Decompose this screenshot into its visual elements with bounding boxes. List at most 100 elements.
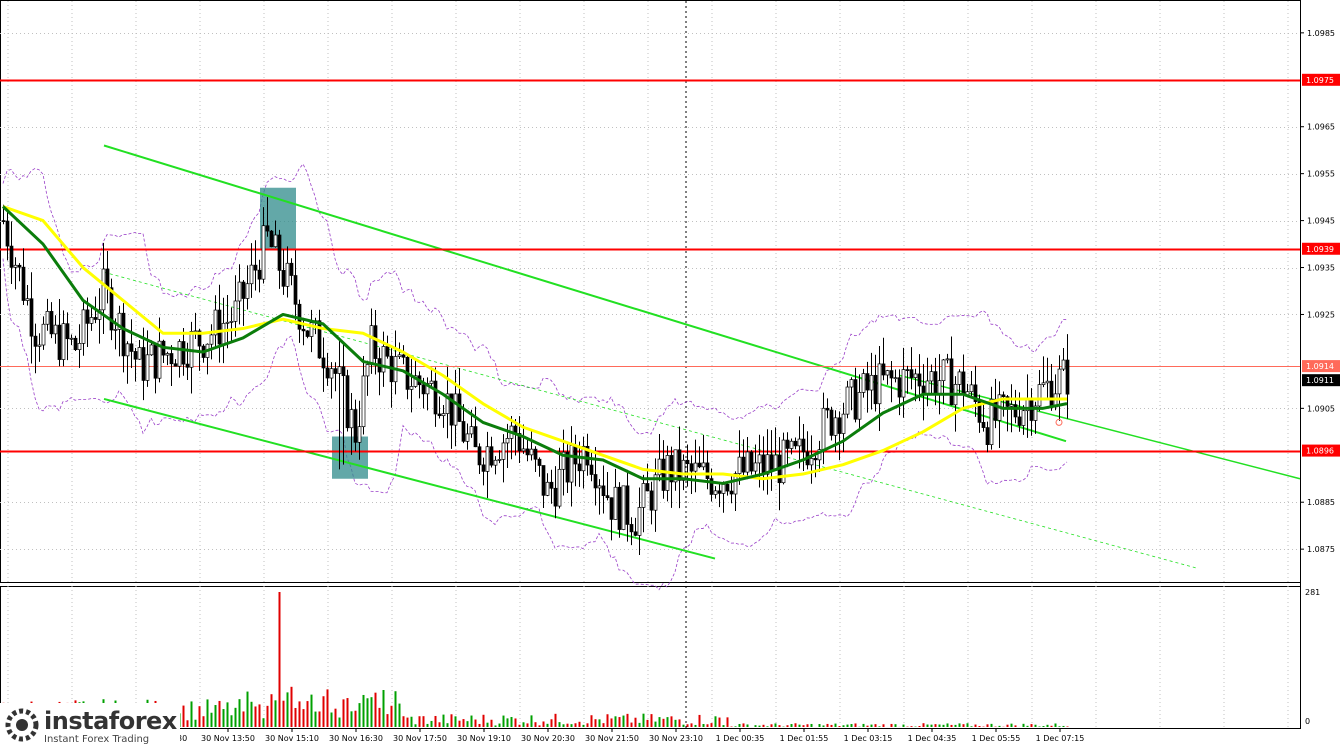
candle-body — [257, 269, 262, 280]
candle-body — [849, 379, 854, 388]
candle-body — [1017, 416, 1022, 426]
candle-body — [885, 370, 890, 376]
candle-body — [65, 323, 70, 340]
candle-body — [889, 370, 894, 379]
price-level-tag — [1302, 242, 1340, 255]
candle-body — [445, 393, 450, 414]
candle-body — [937, 380, 942, 395]
candle-body — [181, 341, 186, 365]
candle-body — [825, 407, 830, 411]
candle-body — [353, 409, 358, 443]
candle-body — [261, 225, 266, 280]
candle-body — [877, 363, 882, 405]
candle-body — [925, 380, 930, 395]
candle-body — [785, 439, 790, 449]
candle-body — [781, 439, 786, 484]
candle-body — [17, 264, 22, 268]
candle-body — [1049, 380, 1054, 408]
candle-body — [757, 454, 762, 464]
price-tick-label: 1.0905 — [1307, 404, 1335, 413]
end-marker — [1055, 418, 1063, 426]
candle-body — [697, 462, 702, 468]
candle-body — [649, 490, 654, 511]
price-tick-label: 1.0955 — [1307, 170, 1335, 179]
candle-body — [597, 485, 602, 489]
candle-body — [821, 407, 826, 450]
candle-body — [397, 354, 402, 357]
candle-body — [145, 354, 150, 381]
candle-body — [1013, 404, 1018, 418]
candle-body — [841, 413, 846, 434]
candle-body — [165, 353, 170, 356]
time-tick-label: 30 Nov 21:50 — [585, 734, 639, 743]
time-tick-label: 1 Dec 07:15 — [1036, 734, 1085, 743]
time-tick-label: 1 Dec 03:15 — [844, 734, 893, 743]
candle-body — [625, 485, 630, 525]
candle-body — [909, 369, 914, 378]
candle-body — [321, 357, 326, 369]
candle-body — [289, 262, 294, 276]
candle-body — [669, 455, 674, 483]
candle-body — [845, 386, 850, 415]
candle-body — [593, 474, 598, 489]
candle-body — [209, 334, 214, 345]
candle-body — [269, 230, 274, 248]
candle-body — [905, 369, 910, 371]
candle-body — [573, 445, 578, 465]
candle-body — [837, 417, 842, 434]
time-tick-label: 30 Nov 20:30 — [521, 734, 575, 743]
candle-body — [305, 330, 310, 337]
candle-body — [749, 451, 754, 472]
candle-body — [553, 487, 558, 507]
candle-body — [77, 343, 82, 351]
price-tick-label: 1.0885 — [1307, 498, 1335, 507]
candle-body — [577, 463, 582, 472]
candle-body — [37, 344, 42, 347]
candle-body — [817, 449, 822, 461]
candle-body — [529, 448, 534, 456]
candle-body — [989, 398, 994, 445]
candle-body — [913, 373, 918, 378]
candle-body — [613, 486, 618, 520]
price-tick-label: 1.0945 — [1307, 217, 1335, 226]
candle-body — [265, 225, 270, 232]
price-level-tag-label: 1.0914 — [1306, 362, 1334, 371]
logo-tagline: Instant Forex Trading — [44, 734, 150, 745]
candle-body — [693, 462, 698, 472]
candle-body — [69, 337, 74, 340]
candle-body — [293, 275, 298, 305]
candle-body — [661, 458, 666, 491]
candle-body — [1045, 380, 1050, 384]
candle-body — [193, 330, 198, 333]
candle-body — [861, 373, 866, 393]
time-tick-label: 1 Dec 05:55 — [972, 734, 1021, 743]
candle-body — [5, 220, 10, 247]
candle-body — [521, 448, 526, 452]
candle-body — [857, 392, 862, 420]
candle-body — [349, 409, 354, 429]
candle-body — [281, 270, 286, 287]
candle-body — [185, 363, 190, 368]
candle-body — [901, 369, 906, 398]
candle-body — [717, 490, 722, 494]
price-level-tag-label: 1.0939 — [1306, 245, 1334, 254]
candle-body — [645, 483, 650, 492]
channel-lower-line — [103, 397, 716, 560]
candle-body — [461, 421, 466, 442]
candle-body — [1065, 359, 1070, 395]
candle-body — [225, 321, 230, 324]
candle-body — [101, 268, 106, 311]
candle-body — [1005, 396, 1010, 407]
candle-body — [177, 341, 182, 367]
candle-body — [245, 283, 250, 299]
candle-body — [109, 287, 114, 331]
candle-body — [545, 481, 550, 496]
candle-body — [233, 300, 238, 322]
time-tick-label: 30 Nov 17:50 — [393, 734, 447, 743]
candle-body — [725, 484, 730, 492]
channel-upper-line — [103, 144, 1067, 443]
candle-body — [701, 462, 706, 468]
candle-body — [385, 346, 390, 357]
time-tick-label: 30 Nov 23:10 — [649, 734, 703, 743]
